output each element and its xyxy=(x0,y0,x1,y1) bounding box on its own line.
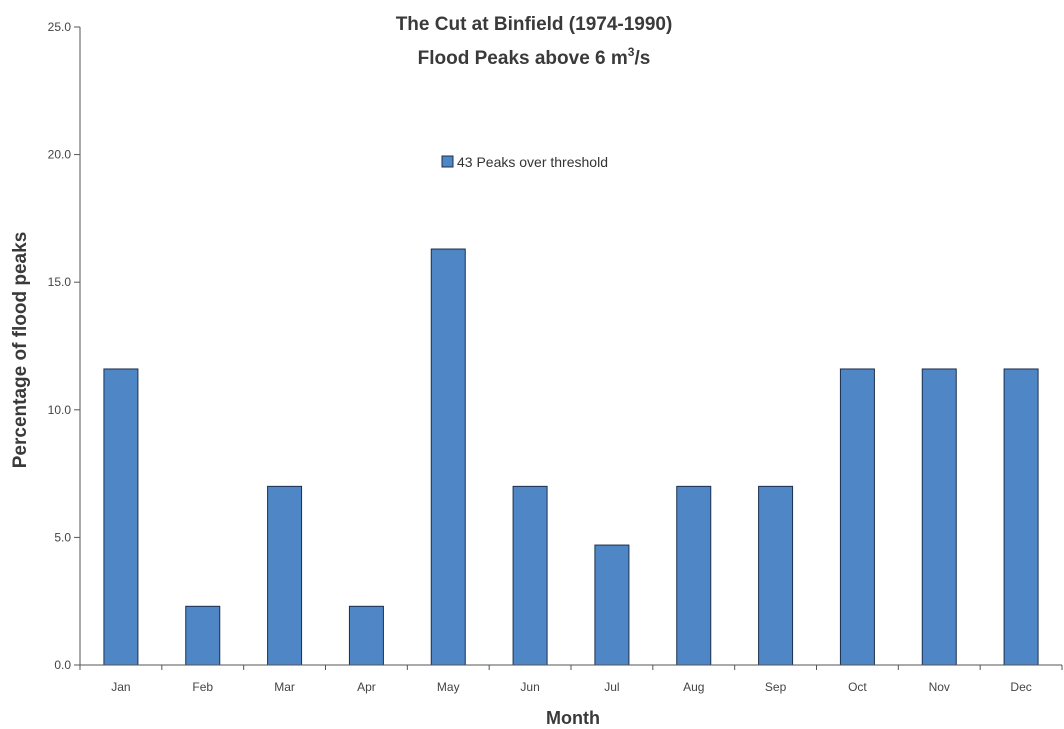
y-axis-title: Percentage of flood peaks xyxy=(10,232,31,469)
chart-subtitle: Flood Peaks above 6 m3/s xyxy=(418,45,651,69)
bar-nov xyxy=(921,368,957,666)
y-tick-label: 25.0 xyxy=(48,20,72,34)
chart-subtitle-prefix: Flood Peaks above 6 m xyxy=(418,48,628,69)
bar-aug xyxy=(676,485,712,666)
x-tick-label: Dec xyxy=(1010,680,1031,694)
x-axis-title: Month xyxy=(546,708,600,728)
x-tick-label: Jun xyxy=(520,680,539,694)
bar-jun xyxy=(512,485,548,666)
bar-jul xyxy=(594,544,630,666)
y-tick-label: 0.0 xyxy=(54,658,71,672)
y-tick-label: 20.0 xyxy=(48,148,72,162)
x-tick-label: Apr xyxy=(357,680,376,694)
bar-oct xyxy=(839,368,875,666)
chart-subtitle-sup: 3 xyxy=(628,45,635,59)
x-tick-label: Feb xyxy=(192,680,213,694)
bar-may xyxy=(430,248,466,666)
y-tick-label: 15.0 xyxy=(48,275,72,289)
y-axis-ticks: 0.0 5.0 10.0 15.0 20.0 25.0 xyxy=(48,20,80,672)
x-axis-ticks: Jan Feb Mar Apr May Jun Jul Aug Sep Oct Nov Dec xyxy=(79,665,1063,694)
bar-sep xyxy=(758,485,794,666)
x-tick-label: May xyxy=(437,680,460,694)
x-tick-label: Jul xyxy=(604,680,619,694)
legend-swatch xyxy=(441,155,454,168)
bar-jan xyxy=(103,368,139,666)
legend: 43 Peaks over threshold xyxy=(441,154,608,170)
bar-dec xyxy=(1003,368,1039,666)
x-tick-label: Jan xyxy=(111,680,130,694)
chart-subtitle-suffix: /s xyxy=(634,48,650,69)
legend-label: 43 Peaks over threshold xyxy=(457,154,608,170)
x-tick-label: Sep xyxy=(765,680,787,694)
y-tick-label: 10.0 xyxy=(48,403,72,417)
y-tick-label: 5.0 xyxy=(54,530,71,544)
chart-title: The Cut at Binfield (1974-1990) xyxy=(396,14,673,35)
x-tick-label: Mar xyxy=(274,680,295,694)
x-tick-label: Oct xyxy=(848,680,867,694)
bar-feb xyxy=(185,605,221,666)
x-tick-label: Aug xyxy=(683,680,704,694)
bar-mar xyxy=(267,485,303,666)
x-tick-label: Nov xyxy=(929,680,950,694)
bars xyxy=(103,248,1039,666)
bar-apr xyxy=(348,605,384,666)
